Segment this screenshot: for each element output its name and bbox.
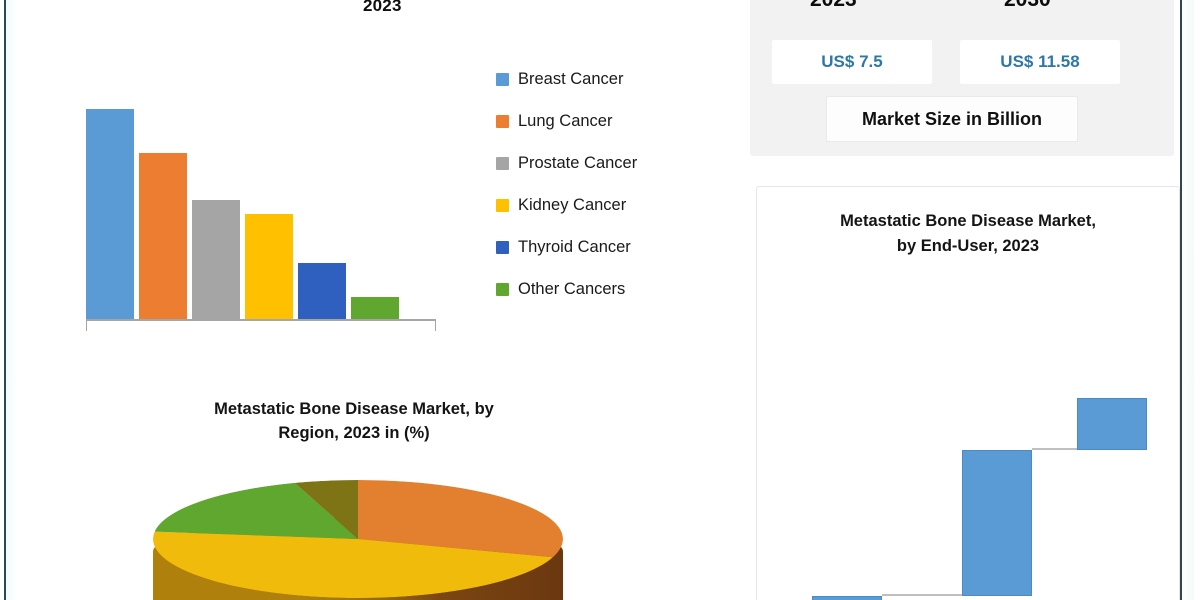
legend-item-thyroid-cancer: Thyroid Cancer (496, 226, 726, 268)
year-end-label: 2030 (1004, 0, 1051, 12)
legend-item-label: Thyroid Cancer (518, 237, 631, 256)
pie-slice-3 (294, 480, 358, 539)
bar-chart-title: 2023 (363, 0, 402, 15)
pie-title-line-2: Region, 2023 in (%) (278, 423, 430, 442)
market-value-end: US$ 11.58 (960, 40, 1120, 84)
legend-item-prostate-cancer: Prostate Cancer (496, 142, 726, 184)
legend-swatch-icon (496, 72, 509, 86)
legend-item-kidney-cancer: Kidney Cancer (496, 184, 726, 226)
end-user-card: Metastatic Bone Disease Market, by End-U… (756, 186, 1180, 600)
legend-item-breast-cancer: Breast Cancer (496, 58, 726, 100)
market-size-caption: Market Size in Billion (826, 96, 1078, 142)
legend-swatch-icon (496, 114, 509, 128)
legend-item-label: Kidney Cancer (518, 195, 627, 214)
left-edge-tint (6, 0, 18, 600)
waterfall-connector-1 (1032, 448, 1077, 450)
bar-breast-cancer (86, 108, 134, 320)
pie-slices-svg (153, 480, 563, 598)
waterfall-bar-hospitals (812, 595, 882, 600)
bar-other-cancers (351, 296, 399, 320)
waterfall-bar-others (1077, 398, 1147, 450)
right-column: 6.38 2023 2030 US$ 7.5 US$ 11.58 Market … (750, 0, 1182, 600)
legend-item-label: Prostate Cancer (518, 153, 638, 172)
end-user-waterfall-plot (757, 187, 1179, 600)
end-user-title: Metastatic Bone Disease Market, by End-U… (757, 209, 1179, 259)
bar-prostate-cancer (192, 199, 240, 320)
pie-graphic (153, 480, 563, 600)
x-axis-line (86, 319, 436, 321)
bar-chart-legend: Breast Cancer Lung Cancer Prostate Cancer K… (496, 58, 726, 310)
pie-slice-2 (154, 482, 358, 539)
legend-swatch-icon (496, 240, 509, 254)
x-axis-tick-left (86, 321, 87, 331)
end-user-title-line-2: by End-User, 2023 (896, 236, 1040, 255)
right-edge-rule (1180, 0, 1182, 600)
bar-series (86, 98, 408, 320)
year-start-label: 2023 (810, 0, 857, 12)
legend-item-label: Breast Cancer (518, 69, 624, 88)
bar-kidney-cancer (245, 214, 293, 320)
pie-slice-1 (153, 531, 553, 598)
pie-chart-title: Metastatic Bone Disease Market, by Regio… (74, 398, 634, 446)
pie-title-line-1: Metastatic Bone Disease Market, by (214, 400, 494, 418)
left-column: 2023 Breast Cancer Lung Cancer Prostate Ca… (18, 0, 734, 600)
cagr-value: 6.38 (946, 0, 985, 4)
right-edge-tint (1182, 0, 1194, 600)
legend-item-label: Lung Cancer (518, 111, 613, 130)
legend-swatch-icon (496, 198, 509, 212)
market-value-start: US$ 7.5 (772, 40, 932, 84)
legend-item-other-cancers: Other Cancers (496, 268, 726, 310)
end-user-title-line-1: Metastatic Bone Disease Market, (840, 212, 1096, 230)
x-axis-tick-right (435, 321, 436, 331)
bar-chart-plot-area (86, 95, 436, 331)
waterfall-connector-0 (882, 593, 962, 596)
left-edge-rule (4, 0, 6, 600)
market-size-years: 2023 2030 (750, 0, 1174, 18)
waterfall-bar-specialty-clinics (962, 450, 1032, 596)
bar-lung-cancer (139, 152, 187, 320)
pie-3d-top (153, 480, 563, 598)
legend-swatch-icon (496, 156, 509, 170)
region-pie-chart: Metastatic Bone Disease Market, by Regio… (18, 398, 734, 600)
legend-swatch-icon (496, 282, 509, 296)
cancer-type-bar-chart: 2023 Breast Cancer Lung Cancer Prostate Ca… (18, 0, 734, 345)
bar-thyroid-cancer (298, 262, 346, 320)
market-size-card: 6.38 2023 2030 US$ 7.5 US$ 11.58 Market … (750, 0, 1174, 156)
pie-slice-0 (358, 480, 563, 558)
legend-item-label: Other Cancers (518, 279, 626, 298)
legend-item-lung-cancer: Lung Cancer (496, 100, 726, 142)
